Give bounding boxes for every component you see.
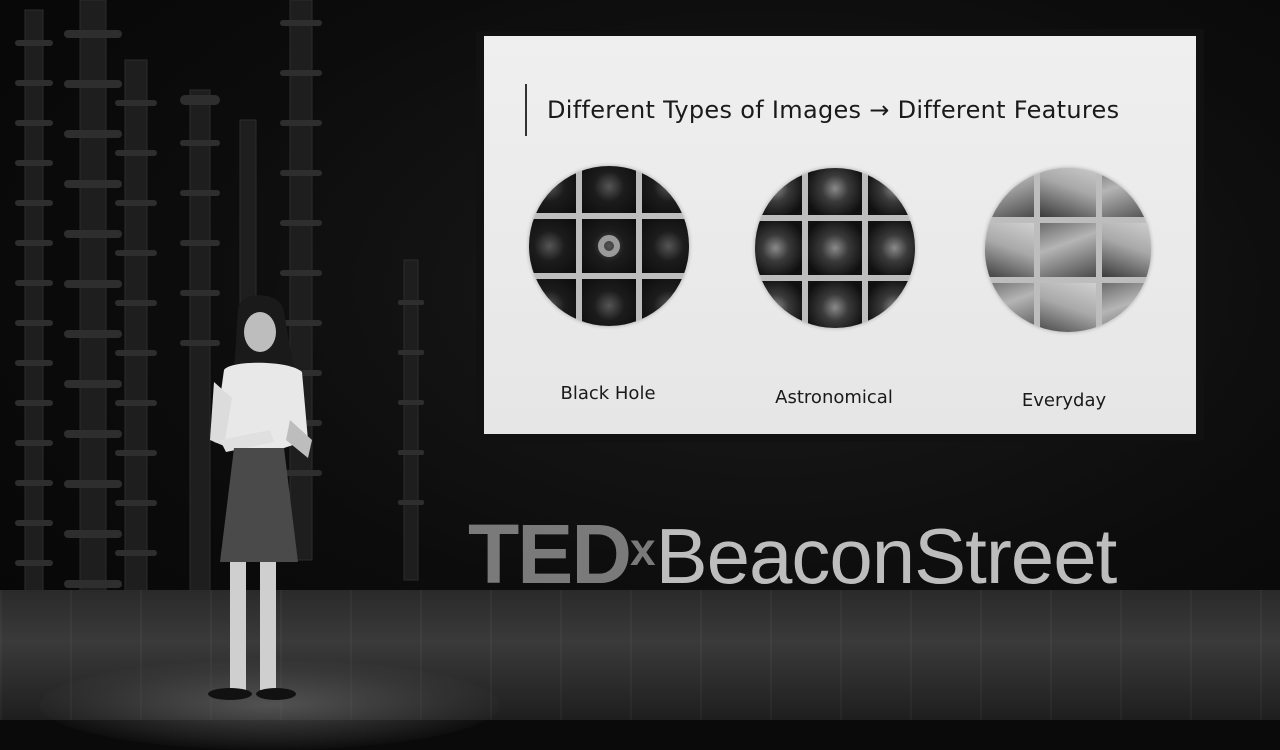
tedx-logo-ted: TED [468, 507, 632, 601]
astronomical-image-grid [755, 168, 915, 328]
caption-astronomical: Astronomical [775, 387, 893, 408]
tedx-logo-x: x [630, 523, 656, 575]
tedx-logo-event: BeaconStreet [655, 512, 1118, 600]
black-hole-image-grid [529, 166, 689, 326]
speaker [208, 295, 312, 700]
caption-everyday: Everyday [1021, 390, 1107, 411]
caption-black-hole: Black Hole [560, 383, 656, 404]
tedx-logo: TEDxBeaconStreet [468, 506, 1268, 602]
slide-title-rule [525, 84, 527, 136]
slide-title: Different Types of Images → Different Fe… [547, 96, 1120, 124]
everyday-image-grid [985, 168, 1151, 332]
